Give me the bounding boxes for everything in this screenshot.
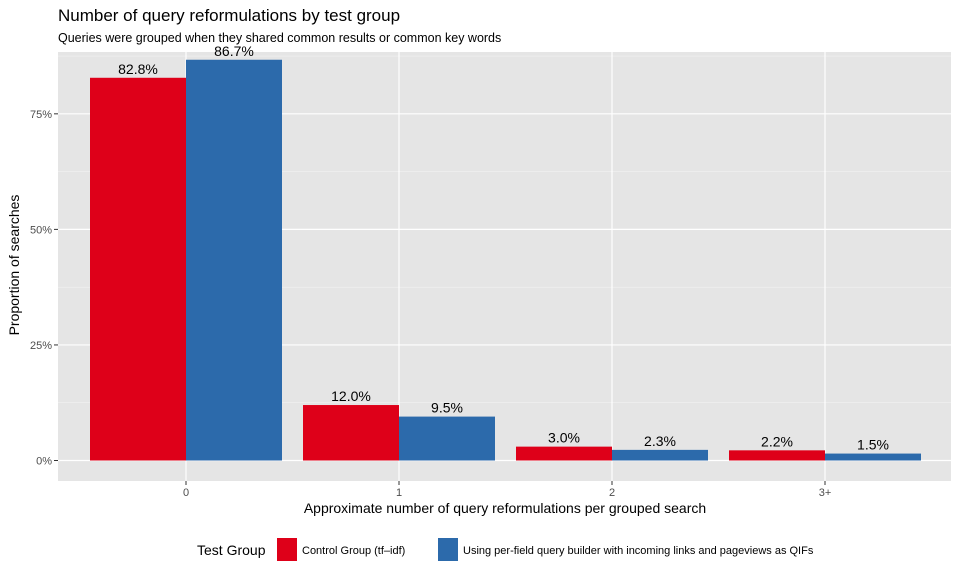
legend: Test Group Control Group (tf–idf) Using p… — [197, 538, 814, 561]
x-tick-label: 3+ — [819, 487, 832, 499]
x-tick-label: 0 — [183, 487, 189, 499]
bar-0-series-0 — [90, 77, 186, 461]
bars — [90, 59, 921, 461]
x-tick-label: 1 — [396, 487, 402, 499]
data-label: 2.2% — [761, 433, 793, 449]
data-label: 9.5% — [431, 400, 463, 416]
bar-3+-series-1 — [825, 453, 921, 461]
y-axis: 0% 25% 50% 75% — [30, 109, 58, 468]
data-label: 12.0% — [331, 388, 371, 404]
data-label: 2.3% — [644, 433, 676, 449]
bar-0-series-1 — [186, 59, 282, 461]
y-tick-label: 75% — [30, 109, 52, 121]
bar-3+-series-0 — [729, 450, 825, 461]
data-label: 1.5% — [857, 437, 889, 453]
x-axis-title: Approximate number of query reformulatio… — [304, 500, 706, 516]
chart-title: Number of query reformulations by test g… — [58, 6, 400, 25]
legend-swatch-0 — [277, 538, 297, 561]
legend-swatch-1 — [438, 538, 458, 561]
data-label: 3.0% — [548, 430, 580, 446]
legend-label-1: Using per-field query builder with incom… — [463, 545, 814, 557]
legend-label-0: Control Group (tf–idf) — [302, 545, 405, 557]
bar-2-series-0 — [516, 446, 612, 461]
legend-title: Test Group — [197, 542, 266, 558]
data-label: 82.8% — [118, 61, 158, 77]
data-labels: 82.8% 12.0% 3.0% 2.2% 86.7% 9.5% 2.3% 1.5% — [118, 43, 889, 453]
y-axis-title: Proportion of searches — [6, 195, 22, 336]
bar-1-series-0 — [303, 405, 399, 461]
y-tick-label: 0% — [36, 456, 52, 468]
chart-subtitle: Queries were grouped when they shared co… — [58, 31, 501, 45]
y-tick-label: 50% — [30, 224, 52, 236]
y-tick-label: 25% — [30, 340, 52, 352]
x-axis: 0 1 2 3+ — [183, 481, 831, 499]
x-tick-label: 2 — [609, 487, 615, 499]
bar-1-series-1 — [399, 416, 495, 461]
data-label: 86.7% — [214, 43, 254, 59]
bar-2-series-1 — [612, 449, 708, 461]
